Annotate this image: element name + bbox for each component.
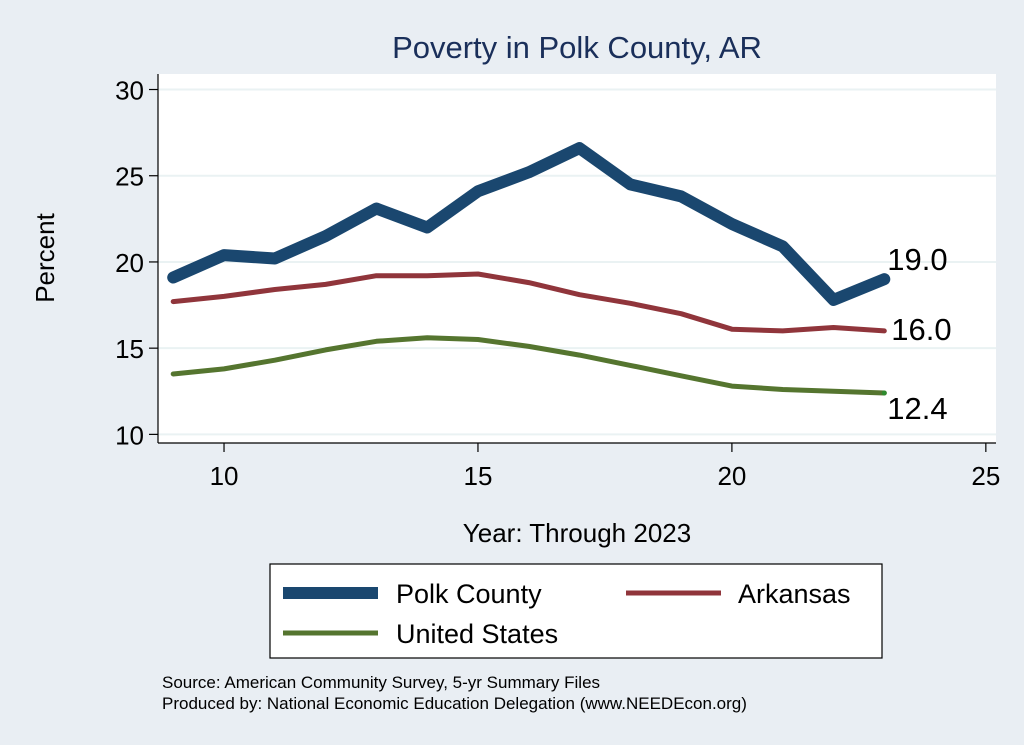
- x-tick-label: 25: [971, 461, 1000, 491]
- end-label-polk-county: 19.0: [887, 242, 947, 277]
- x-axis-label: Year: Through 2023: [463, 518, 691, 548]
- chart-title: Poverty in Polk County, AR: [392, 30, 762, 65]
- series-line-arkansas: [170, 271, 887, 334]
- source-note: Source: American Community Survey, 5-yr …: [162, 673, 600, 692]
- axes: 10 15 20 25 30 10 15 20 25: [115, 74, 1000, 491]
- x-tick-label: 15: [464, 461, 493, 491]
- end-label-arkansas: 16.0: [891, 312, 951, 347]
- legend-label-polk-county: Polk County: [396, 579, 542, 609]
- series-line-polk-county: [167, 142, 891, 306]
- y-tick-label: 10: [115, 420, 144, 450]
- end-label-united-states: 12.4: [887, 391, 947, 426]
- legend-box: [269, 563, 883, 659]
- y-axis-label: Percent: [30, 212, 60, 302]
- end-labels: 19.0 16.0 12.4: [887, 242, 951, 426]
- grid-lines: [158, 88, 996, 436]
- legend: Polk County Arkansas United States: [269, 563, 883, 659]
- plot-area: [158, 74, 996, 443]
- series-end-marker: [881, 390, 887, 396]
- series-lines: [167, 142, 891, 396]
- x-tick-label: 20: [717, 461, 746, 491]
- y-tick-label: 25: [115, 162, 144, 192]
- legend-label-united-states: United States: [396, 619, 558, 649]
- legend-label-arkansas: Arkansas: [738, 579, 851, 609]
- series-line-united-states: [170, 335, 887, 396]
- y-tick-label: 30: [115, 76, 144, 106]
- produced-by-note: Produced by: National Economic Education…: [162, 694, 747, 713]
- y-tick-label: 20: [115, 248, 144, 278]
- y-tick-label: 15: [115, 334, 144, 364]
- x-tick-label: 10: [210, 461, 239, 491]
